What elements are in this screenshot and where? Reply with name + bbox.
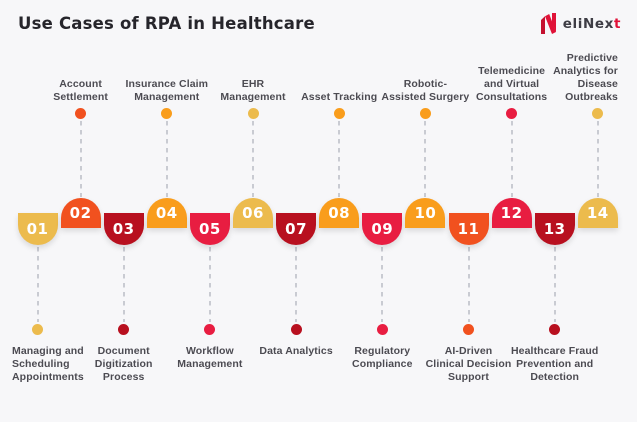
timeline-dot bbox=[376, 323, 388, 335]
number-shape: 10 bbox=[405, 198, 446, 228]
timeline-dot bbox=[419, 107, 431, 119]
item-number: 02 bbox=[69, 204, 92, 222]
connector-line bbox=[165, 121, 168, 197]
number-shape: 07 bbox=[276, 213, 317, 245]
timeline-dot bbox=[118, 323, 130, 335]
item-label: Account Settlement bbox=[53, 78, 108, 103]
connector-line bbox=[424, 121, 427, 197]
item-label: Regulatory Compliance bbox=[352, 345, 413, 370]
item-label: Predictive Analytics for Disease Outbrea… bbox=[553, 52, 618, 103]
item-number: 05 bbox=[198, 220, 221, 238]
item-number: 03 bbox=[112, 220, 135, 238]
connector-line bbox=[36, 247, 39, 322]
connector-line bbox=[596, 121, 599, 197]
item-label: AI-Driven Clinical Decision Support bbox=[425, 345, 512, 383]
logo-text-accent: t bbox=[613, 15, 621, 32]
item-number: 08 bbox=[328, 204, 351, 222]
connector-line bbox=[252, 121, 254, 197]
timeline-dot bbox=[592, 107, 604, 119]
connector-line bbox=[122, 247, 125, 322]
item-label: Asset Tracking bbox=[301, 91, 378, 103]
connector-line bbox=[467, 247, 470, 322]
elinext-logo: eliNext bbox=[540, 13, 621, 34]
logo-text-main: eliNex bbox=[562, 15, 614, 32]
connector-line bbox=[381, 247, 384, 322]
connector-line bbox=[510, 121, 513, 197]
number-shape: 13 bbox=[534, 213, 575, 245]
item-number: 01 bbox=[26, 220, 49, 238]
elinext-logo-mark bbox=[540, 13, 556, 34]
number-shape: 09 bbox=[362, 213, 403, 245]
number-shape: 14 bbox=[577, 198, 618, 228]
number-shape: 06 bbox=[233, 198, 273, 228]
connector-line bbox=[79, 121, 82, 197]
number-shape: 03 bbox=[103, 213, 144, 245]
timeline-dot bbox=[463, 323, 474, 335]
item-number: 06 bbox=[242, 204, 264, 222]
number-shape: 04 bbox=[146, 198, 187, 228]
number-shape: 11 bbox=[448, 213, 489, 245]
item-label: EHR Management bbox=[220, 78, 286, 103]
timeline-dot bbox=[75, 107, 87, 119]
number-shape: 05 bbox=[189, 213, 230, 245]
item-label: Workflow Management bbox=[177, 345, 243, 370]
connector-line bbox=[208, 247, 211, 322]
elinext-logo-text: eliNext bbox=[563, 16, 621, 32]
item-label: Data Analytics bbox=[259, 345, 333, 357]
item-number: 09 bbox=[371, 220, 394, 238]
item-number: 07 bbox=[285, 220, 308, 238]
item-number: 11 bbox=[457, 220, 480, 238]
item-number: 10 bbox=[414, 204, 437, 222]
item-number: 14 bbox=[586, 204, 609, 222]
page-title: Use Cases of RPA in Healthcare bbox=[18, 14, 315, 33]
timeline-dot bbox=[333, 107, 345, 119]
item-label: Healthcare Fraud Prevention and Detectio… bbox=[510, 345, 599, 383]
item-number: 12 bbox=[500, 204, 523, 222]
number-shape: 01 bbox=[17, 213, 58, 245]
item-number: 13 bbox=[543, 220, 566, 238]
timeline-dot bbox=[32, 323, 43, 335]
timeline-dot bbox=[247, 107, 259, 119]
connector-line bbox=[338, 121, 341, 197]
item-label: Telemedicine and Virtual Consultations bbox=[475, 65, 548, 103]
item-number: 04 bbox=[155, 204, 178, 222]
connector-line bbox=[295, 247, 298, 322]
timeline-dot bbox=[290, 323, 302, 335]
number-shape: 08 bbox=[319, 198, 360, 228]
timeline-dot bbox=[506, 107, 518, 119]
item-label: Managing and Scheduling Appointments bbox=[12, 345, 84, 383]
connector-line bbox=[553, 247, 556, 322]
number-shape: 02 bbox=[60, 198, 101, 228]
number-shape: 12 bbox=[491, 198, 532, 228]
timeline-dot bbox=[161, 107, 173, 119]
timeline-dot bbox=[204, 323, 216, 335]
item-label: Insurance Claim Management bbox=[125, 78, 209, 103]
item-label: Document Digitization Process bbox=[94, 345, 153, 383]
timeline-dot bbox=[549, 323, 561, 335]
item-label: Robotic- Assisted Surgery bbox=[381, 78, 470, 103]
